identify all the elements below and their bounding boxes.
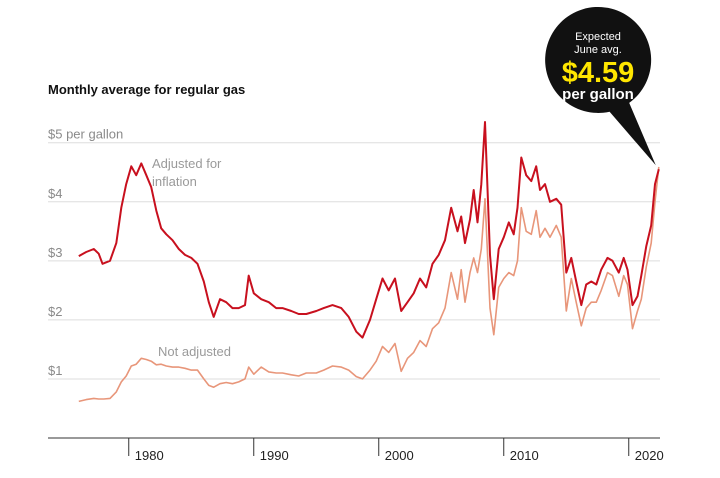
y-tick-label-2: $3: [48, 245, 62, 260]
callout-unit: per gallon: [562, 86, 634, 103]
adjusted-label-line1: Adjusted for: [152, 156, 222, 171]
callout-value: $4.59: [562, 57, 635, 89]
not-adjusted-line: [78, 166, 660, 403]
y-tick-label-3: $2: [48, 304, 62, 319]
x-axis: 1980 1990 2000 2010 2020: [48, 437, 664, 463]
chart-title: Monthly average for regular gas: [48, 82, 245, 97]
y-tick-label-1: $4: [48, 186, 62, 201]
callout-line1: Expected: [575, 31, 621, 43]
adjusted-label-line2: inflation: [152, 174, 197, 189]
y-axis-ticks: $5 per gallon $4 $3 $2 $1: [48, 127, 123, 378]
callout-line2: June avg.: [574, 44, 622, 56]
x-tick-label-1: 1990: [260, 448, 289, 463]
expected-price-callout: Expected June avg. $4.59 per gallon: [545, 6, 656, 166]
grid-lines: [48, 142, 660, 380]
x-tick-label-2: 2000: [385, 448, 414, 463]
y-tick-label-0: $5 per gallon: [48, 127, 123, 142]
y-tick-label-4: $1: [48, 363, 62, 378]
x-tick-label-4: 2020: [635, 448, 664, 463]
x-tick-label-0: 1980: [135, 448, 164, 463]
not-adjusted-label: Not adjusted: [158, 344, 231, 359]
x-tick-label-3: 2010: [510, 448, 539, 463]
series-labels: Adjusted for inflation Not adjusted: [152, 156, 231, 359]
callout-bubble: [545, 6, 656, 166]
adjusted-for-inflation-line: [78, 121, 660, 339]
series-lines: [78, 121, 660, 403]
